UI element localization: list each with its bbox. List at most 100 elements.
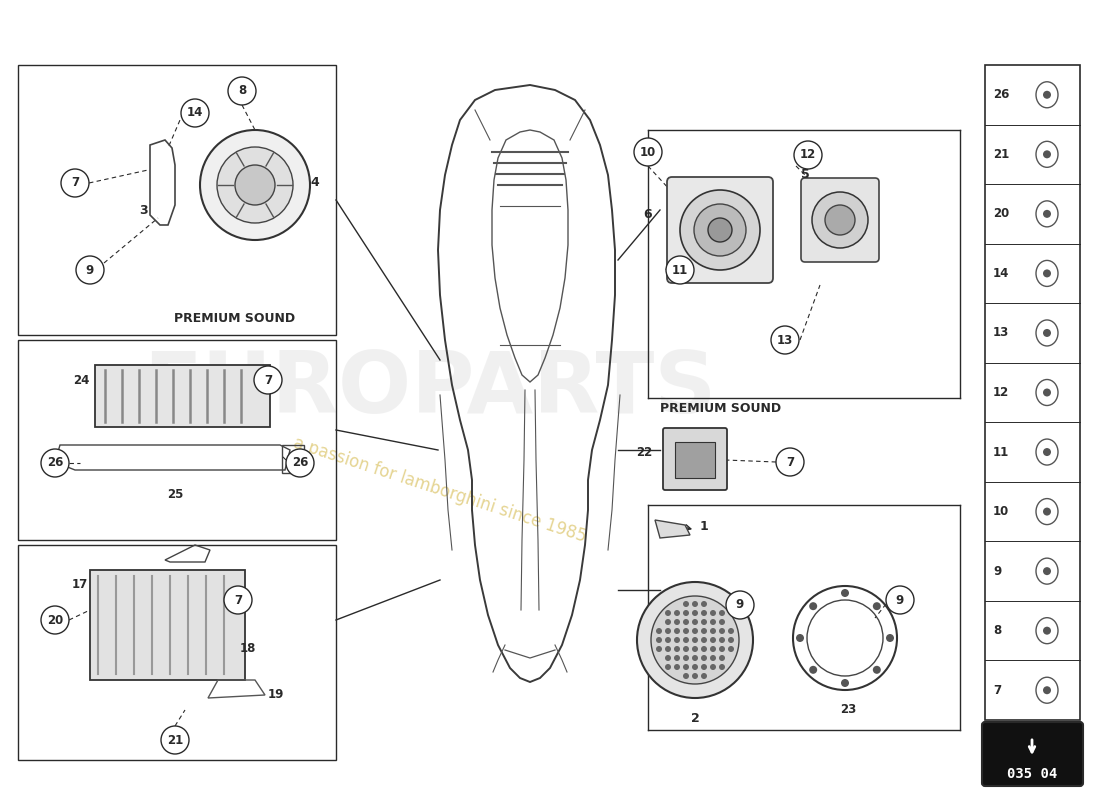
Circle shape	[701, 673, 707, 679]
Circle shape	[796, 634, 804, 642]
Circle shape	[683, 664, 689, 670]
Circle shape	[76, 256, 104, 284]
Circle shape	[701, 637, 707, 643]
Circle shape	[692, 610, 698, 616]
Text: 12: 12	[800, 149, 816, 162]
Circle shape	[708, 218, 732, 242]
Circle shape	[812, 192, 868, 248]
Text: 11: 11	[672, 263, 689, 277]
Text: 17: 17	[72, 578, 88, 591]
Circle shape	[41, 449, 69, 477]
Circle shape	[719, 610, 725, 616]
Circle shape	[161, 726, 189, 754]
Circle shape	[286, 449, 313, 477]
Circle shape	[710, 619, 716, 625]
Circle shape	[683, 601, 689, 607]
Circle shape	[656, 637, 662, 643]
Text: 13: 13	[777, 334, 793, 346]
Circle shape	[692, 601, 698, 607]
Circle shape	[710, 610, 716, 616]
Circle shape	[674, 655, 680, 661]
Circle shape	[771, 326, 799, 354]
Text: 12: 12	[993, 386, 1010, 399]
Text: 8: 8	[238, 85, 246, 98]
Circle shape	[728, 646, 734, 652]
Circle shape	[810, 666, 817, 674]
Circle shape	[1043, 448, 1050, 456]
Text: PREMIUM SOUND: PREMIUM SOUND	[174, 312, 295, 325]
Circle shape	[728, 628, 734, 634]
Circle shape	[1043, 150, 1050, 158]
Circle shape	[692, 664, 698, 670]
Circle shape	[710, 628, 716, 634]
Circle shape	[680, 190, 760, 270]
Circle shape	[666, 637, 671, 643]
Text: 9: 9	[736, 598, 744, 611]
Circle shape	[692, 619, 698, 625]
FancyBboxPatch shape	[984, 65, 1080, 720]
Circle shape	[228, 77, 256, 105]
Text: 6: 6	[644, 209, 652, 222]
Circle shape	[656, 646, 662, 652]
Circle shape	[656, 628, 662, 634]
Text: 5: 5	[801, 169, 810, 182]
Text: 14: 14	[993, 267, 1010, 280]
Circle shape	[776, 448, 804, 476]
Circle shape	[683, 655, 689, 661]
Circle shape	[886, 586, 914, 614]
Text: EUROPARTS: EUROPARTS	[143, 349, 716, 431]
Bar	[18, 545, 336, 760]
Circle shape	[182, 99, 209, 127]
Text: 18: 18	[240, 642, 256, 654]
Circle shape	[674, 664, 680, 670]
Circle shape	[701, 610, 707, 616]
Circle shape	[719, 628, 725, 634]
Circle shape	[719, 646, 725, 652]
Circle shape	[637, 582, 754, 698]
FancyBboxPatch shape	[982, 722, 1084, 786]
Text: 9: 9	[895, 594, 904, 606]
Text: 24: 24	[74, 374, 90, 386]
Circle shape	[710, 655, 716, 661]
Text: 7: 7	[785, 455, 794, 469]
Circle shape	[1043, 329, 1050, 337]
Circle shape	[701, 646, 707, 652]
Bar	[95, 365, 270, 427]
Text: a passion for lamborghini since 1985: a passion for lamborghini since 1985	[292, 434, 588, 546]
Circle shape	[235, 165, 275, 205]
Circle shape	[674, 610, 680, 616]
Text: 4: 4	[310, 177, 319, 190]
Circle shape	[1043, 270, 1050, 278]
Text: 19: 19	[268, 689, 285, 702]
Circle shape	[728, 637, 734, 643]
FancyBboxPatch shape	[663, 428, 727, 490]
Circle shape	[683, 619, 689, 625]
Circle shape	[224, 586, 252, 614]
Circle shape	[674, 646, 680, 652]
Bar	[675, 442, 715, 478]
Circle shape	[683, 610, 689, 616]
Circle shape	[872, 602, 881, 610]
Circle shape	[701, 655, 707, 661]
Circle shape	[692, 637, 698, 643]
Text: 21: 21	[167, 734, 183, 746]
Circle shape	[872, 666, 881, 674]
Circle shape	[674, 628, 680, 634]
Circle shape	[1043, 507, 1050, 515]
Circle shape	[683, 673, 689, 679]
Text: 21: 21	[993, 148, 1010, 161]
Circle shape	[60, 169, 89, 197]
Bar	[18, 340, 336, 540]
Circle shape	[886, 634, 894, 642]
FancyBboxPatch shape	[801, 178, 879, 262]
Circle shape	[710, 637, 716, 643]
Bar	[90, 570, 245, 680]
Circle shape	[674, 619, 680, 625]
Circle shape	[651, 596, 739, 684]
Circle shape	[710, 664, 716, 670]
Circle shape	[666, 619, 671, 625]
Circle shape	[794, 141, 822, 169]
Circle shape	[701, 664, 707, 670]
Circle shape	[1043, 210, 1050, 218]
Circle shape	[683, 628, 689, 634]
